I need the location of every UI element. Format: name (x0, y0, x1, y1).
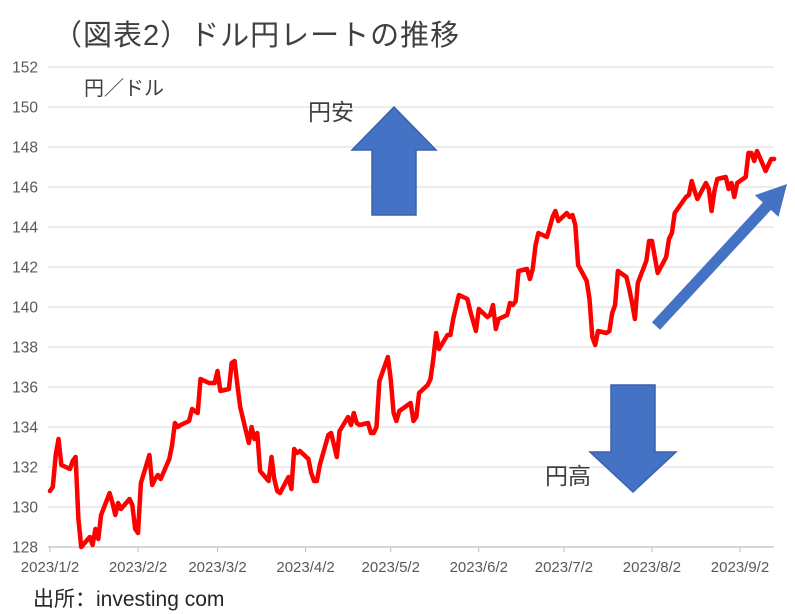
x-tick-label: 2023/4/2 (276, 559, 334, 576)
x-tick-label: 2023/7/2 (535, 559, 593, 576)
y-tick-label: 146 (12, 180, 38, 197)
y-tick-label: 142 (12, 260, 38, 277)
page-title: （図表2）ドル円レートの推移 (53, 20, 461, 52)
yen-weak-annotation: 円安 (308, 99, 354, 125)
y-tick-label: 152 (12, 60, 38, 77)
x-tick-label: 2023/3/2 (188, 559, 246, 576)
x-tick-label: 2023/6/2 (450, 559, 508, 576)
y-tick-label: 138 (12, 340, 38, 357)
y-tick-label: 144 (12, 220, 38, 237)
down-arrow-icon (588, 384, 678, 494)
y-tick-label: 148 (12, 140, 38, 157)
y-tick-label: 130 (12, 500, 38, 517)
y-tick-label: 136 (12, 380, 38, 397)
x-tick-label: 2023/5/2 (362, 559, 420, 576)
usdjpy-rate-line (47, 148, 777, 550)
trend-arrow-shaft (651, 201, 773, 330)
x-tick-label: 2023/2/2 (109, 559, 167, 576)
y-axis-unit-label: 円／ドル (84, 78, 164, 100)
trend-arrow-head-icon (754, 184, 787, 217)
y-tick-label: 140 (12, 300, 38, 317)
x-tick-label: 2023/8/2 (623, 559, 681, 576)
y-tick-label: 128 (12, 540, 38, 557)
y-tick-label: 150 (12, 100, 38, 117)
source-caption: 出所：investing com (33, 588, 225, 611)
x-tick-label: 2023/9/2 (711, 559, 769, 576)
yen-strong-annotation: 円高 (545, 463, 591, 489)
x-tick-label: 2023/1/2 (21, 559, 79, 576)
y-tick-label: 132 (12, 460, 38, 477)
up-arrow-icon (350, 105, 438, 216)
y-tick-label: 134 (12, 420, 38, 437)
